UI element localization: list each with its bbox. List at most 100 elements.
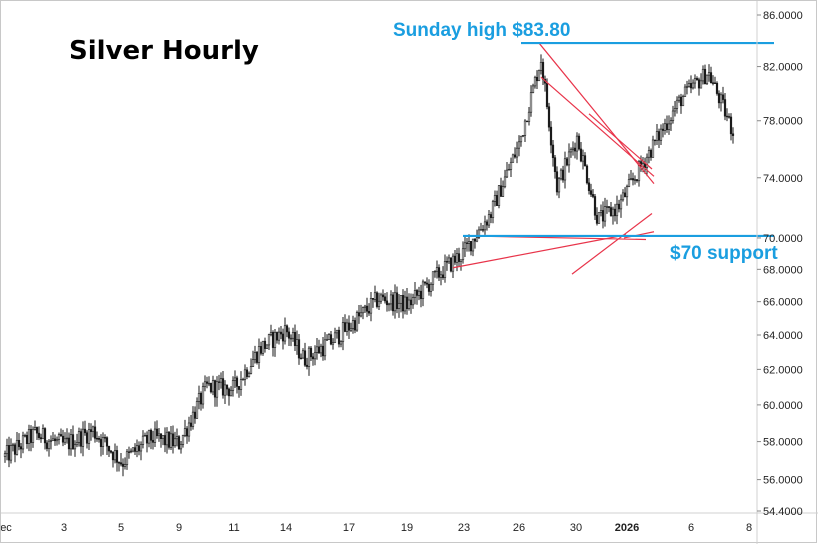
candle-body — [31, 429, 35, 443]
candle-body — [83, 428, 87, 434]
candle-body — [393, 292, 397, 312]
candle-body — [105, 437, 109, 447]
candle-body — [167, 431, 171, 448]
candle-body — [357, 312, 361, 317]
candle-body — [531, 85, 535, 93]
y-tick-label: 82.0000 — [763, 62, 803, 74]
candle-body — [263, 340, 267, 349]
candle-body — [369, 297, 373, 314]
candle-body — [19, 446, 23, 450]
candle-body — [161, 435, 165, 439]
candle-body — [391, 294, 395, 312]
candle-body — [75, 442, 79, 446]
candle-body — [591, 194, 595, 197]
candle-body — [129, 450, 133, 453]
candle-body — [191, 411, 195, 427]
candle-body — [247, 373, 251, 377]
candle-body — [51, 438, 55, 442]
candle-body — [363, 305, 367, 308]
candle-body — [123, 464, 127, 467]
x-tick-label: 11 — [228, 522, 239, 534]
candle-body — [445, 261, 449, 263]
candle-body — [573, 147, 577, 152]
candle-body — [405, 296, 409, 309]
candle-body — [101, 437, 105, 447]
price-candles — [3, 54, 735, 477]
candle-body — [473, 238, 477, 242]
candle-body — [373, 292, 377, 300]
candle-body — [209, 382, 213, 393]
candle-body — [683, 86, 687, 97]
candle-body — [629, 178, 633, 180]
annotation-sunday-high: Sunday high $83.80 — [393, 20, 570, 41]
candle-body — [637, 161, 641, 182]
candle-body — [617, 203, 621, 210]
candle-body — [99, 439, 103, 447]
candle-body — [261, 340, 265, 354]
candle-body — [515, 147, 519, 158]
candle-body — [605, 206, 609, 208]
candle-body — [265, 344, 269, 349]
candle-body — [459, 259, 463, 262]
candle-body — [295, 339, 299, 346]
candle-body — [397, 302, 401, 309]
candle-body — [351, 320, 355, 329]
candle-body — [195, 401, 199, 419]
candle-body — [645, 156, 649, 168]
candle-body — [705, 74, 709, 85]
candle-body — [703, 68, 707, 85]
candle-body — [673, 108, 677, 112]
candle-body — [215, 381, 219, 398]
candle-body — [321, 345, 325, 357]
candle-body — [117, 462, 121, 464]
candle-body — [11, 444, 15, 446]
candle-body — [241, 378, 245, 381]
candle-body — [157, 433, 161, 437]
candle-body — [525, 120, 529, 123]
candle-body — [147, 429, 151, 444]
candle-body — [289, 337, 293, 340]
candle-body — [503, 176, 507, 188]
y-tick-label: 62.0000 — [763, 364, 803, 376]
y-tick-label: 64.0000 — [763, 330, 803, 342]
candle-body — [377, 300, 381, 307]
candle-body — [153, 428, 157, 443]
candle-body — [39, 437, 43, 440]
candle-body — [93, 426, 97, 439]
candle-body — [287, 331, 291, 339]
trendline — [571, 212, 653, 275]
candle-body — [429, 283, 433, 292]
y-tick-label: 70.0000 — [763, 233, 803, 245]
candle-body — [323, 339, 327, 357]
candle-body — [159, 433, 163, 439]
candle-body — [151, 439, 155, 443]
candle-body — [179, 444, 183, 450]
candle-body — [607, 206, 611, 208]
candle-body — [217, 381, 221, 383]
candle-body — [183, 428, 187, 436]
x-tick-label: 30 — [570, 522, 582, 534]
candle-body — [353, 320, 357, 331]
candle-body — [193, 411, 197, 419]
y-tick-label: 78.0000 — [763, 116, 803, 128]
candle-body — [691, 82, 695, 89]
candle-body — [273, 332, 277, 348]
y-tick-label: 60.0000 — [763, 400, 803, 412]
candle-body — [73, 444, 77, 450]
candle-body — [283, 325, 287, 342]
candle-body — [659, 128, 663, 141]
candle-body — [305, 364, 309, 367]
candle-body — [113, 450, 117, 461]
candle-body — [303, 350, 307, 366]
candle-body — [635, 179, 639, 182]
candle-body — [395, 292, 399, 309]
candle-body — [301, 350, 305, 359]
candle-body — [253, 351, 257, 360]
candle-body — [731, 133, 735, 136]
candle-body — [483, 221, 487, 231]
candle-body — [231, 380, 235, 391]
candle-body — [327, 334, 331, 340]
candle-body — [43, 428, 47, 444]
candle-body — [115, 450, 119, 463]
candle-body — [453, 255, 457, 263]
